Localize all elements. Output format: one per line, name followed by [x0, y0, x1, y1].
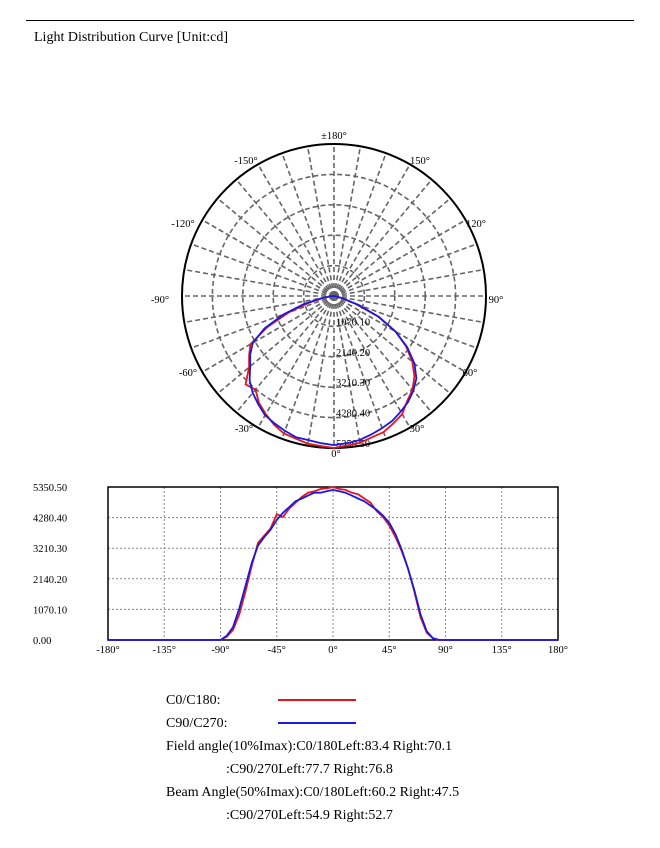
legend-c0-label: C0/C180: [166, 693, 221, 708]
polar-series-C90-C270 [248, 295, 418, 447]
y-tick-label: 0.00 [33, 636, 51, 647]
cartesian-chart: 0.00 1070.10 2140.20 3210.30 4280.40 5350.50 -… [33, 483, 568, 656]
polar-spoke [184, 268, 335, 297]
x-tick-label: 180° [548, 645, 568, 656]
x-tick-label: 45° [382, 645, 397, 656]
polar-angle-label: -90° [151, 295, 169, 306]
polar-spoke [184, 295, 335, 324]
polar-spoke [333, 219, 467, 297]
page-title: Light Distribution Curve [Unit:cd] [34, 30, 229, 45]
polar-radial-label: 2140.20 [336, 348, 370, 359]
polar-spoke [235, 295, 335, 413]
polar-angle-label: -120° [171, 219, 194, 230]
polar-spoke [257, 163, 335, 297]
legend-c0-line [278, 699, 356, 701]
polar-spoke [333, 295, 411, 429]
polar-angle-label: -30° [235, 424, 253, 435]
polar-spoke [217, 197, 335, 297]
polar-spoke [217, 295, 335, 395]
polar-angle-label: 60° [463, 368, 478, 379]
legend-c90-label: C90/C270: [166, 716, 228, 731]
field-angle-line2: :C90/270Left:77.7 Right:76.8 [226, 762, 393, 777]
line-series-C90-C270 [108, 488, 558, 641]
polar-spoke [281, 295, 335, 440]
polar-angle-label: 0° [331, 449, 340, 460]
polar-spoke [333, 179, 433, 297]
polar-spoke [333, 295, 362, 446]
polar-angle-label: 30° [410, 424, 425, 435]
polar-spoke [257, 295, 335, 429]
polar-spoke [190, 295, 335, 349]
x-tick-label: -45° [268, 645, 286, 656]
polar-spoke [333, 163, 411, 297]
x-tick-label: 90° [438, 645, 453, 656]
polar-radial-label: 1070.10 [336, 317, 370, 328]
polar-spoke [333, 146, 362, 297]
y-tick-label: 1070.10 [33, 605, 67, 616]
polar-spoke [333, 152, 387, 297]
polar-spoke [333, 268, 484, 297]
polar-angle-label: -150° [234, 156, 257, 167]
polar-radial-label: 3210.30 [336, 378, 370, 389]
x-tick-label: -180° [96, 645, 119, 656]
y-tick-label: 2140.20 [33, 575, 67, 586]
polar-spoke [333, 295, 387, 440]
legend-c90-line [278, 722, 356, 724]
x-tick-label: -90° [211, 645, 229, 656]
polar-radial-label: 4280.40 [336, 409, 370, 420]
polar-angle-label: 90° [489, 295, 504, 306]
polar-spoke [333, 295, 484, 324]
polar-angle-label: 150° [410, 156, 430, 167]
y-tick-label: 4280.40 [33, 514, 67, 525]
polar-spoke [333, 295, 451, 395]
polar-spoke [190, 243, 335, 297]
polar-angle-label: ±180° [321, 131, 347, 142]
y-tick-label: 5350.50 [33, 483, 67, 494]
polar-spoke [333, 197, 451, 297]
polar-angle-label: -60° [179, 368, 197, 379]
x-tick-label: -135° [153, 645, 176, 656]
top-rule [26, 20, 634, 21]
polar-spoke [201, 295, 335, 373]
polar-spoke [333, 295, 433, 413]
polar-spoke [201, 219, 335, 297]
polar-spoke [333, 243, 478, 297]
field-angle-line1: Field angle(10%Imax):C0/180Left:83.4 Rig… [166, 739, 453, 754]
polar-spoke [306, 146, 335, 297]
polar-spoke [235, 179, 335, 297]
polar-chart: ±180° 150° 120° 90° 60° 30° 0° -30° -60° -90° -120… [151, 131, 504, 460]
polar-ring [302, 264, 366, 328]
polar-spoke [333, 295, 467, 373]
polar-spoke [306, 295, 335, 446]
beam-angle-line2: :C90/270Left:54.9 Right:52.7 [226, 808, 393, 823]
x-tick-label: 0° [328, 645, 337, 656]
polar-angle-label: 120° [466, 219, 486, 230]
x-tick-label: 135° [492, 645, 512, 656]
beam-angle-line1: Beam Angle(50%Imax):C0/180Left:60.2 Righ… [166, 785, 460, 800]
y-tick-label: 3210.30 [33, 544, 67, 555]
polar-spoke [281, 152, 335, 297]
